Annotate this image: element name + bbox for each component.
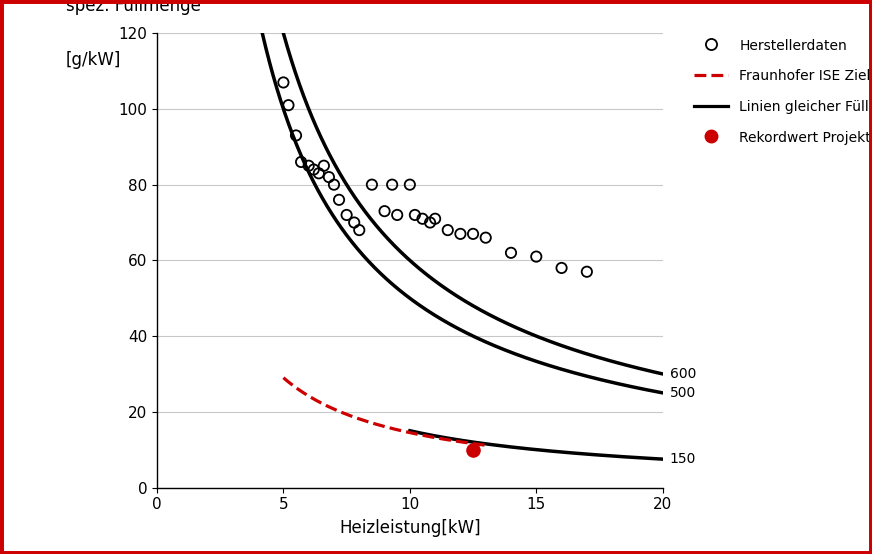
Point [580,268,594,276]
Text: 150: 150 [670,452,696,466]
Point [340,211,354,219]
Point [294,157,308,166]
Point [423,218,437,227]
Text: 500: 500 [670,386,696,400]
Point [347,218,361,227]
Point [302,161,316,170]
Point [312,169,326,178]
Point [317,161,330,170]
Point [408,211,422,219]
Point [332,196,346,204]
Point [428,214,442,223]
Point [322,173,336,182]
X-axis label: Heizleistung[kW]: Heizleistung[kW] [339,519,480,537]
Point [391,211,405,219]
Text: 600: 600 [670,367,696,381]
Point [385,180,399,189]
Point [352,225,366,234]
Point [276,78,290,87]
Point [555,264,569,273]
Point [479,233,493,242]
Legend: Herstellerdaten, Fraunhofer ISE Ziel, Linien gleicher Füllmenge, Rekordwert Proj: Herstellerdaten, Fraunhofer ISE Ziel, Li… [688,33,872,150]
Point [466,229,480,238]
Text: [g/kW]: [g/kW] [66,52,121,69]
Point [415,214,429,223]
Point [378,207,392,216]
Point [466,445,480,454]
Point [403,180,417,189]
Point [327,180,341,189]
Point [365,180,379,189]
Point [290,131,303,140]
Point [282,101,296,110]
Text: spez. Füllmenge: spez. Füllmenge [66,0,201,15]
Point [453,229,467,238]
Point [529,252,543,261]
Point [307,165,321,174]
Point [504,248,518,257]
Point [440,225,455,234]
